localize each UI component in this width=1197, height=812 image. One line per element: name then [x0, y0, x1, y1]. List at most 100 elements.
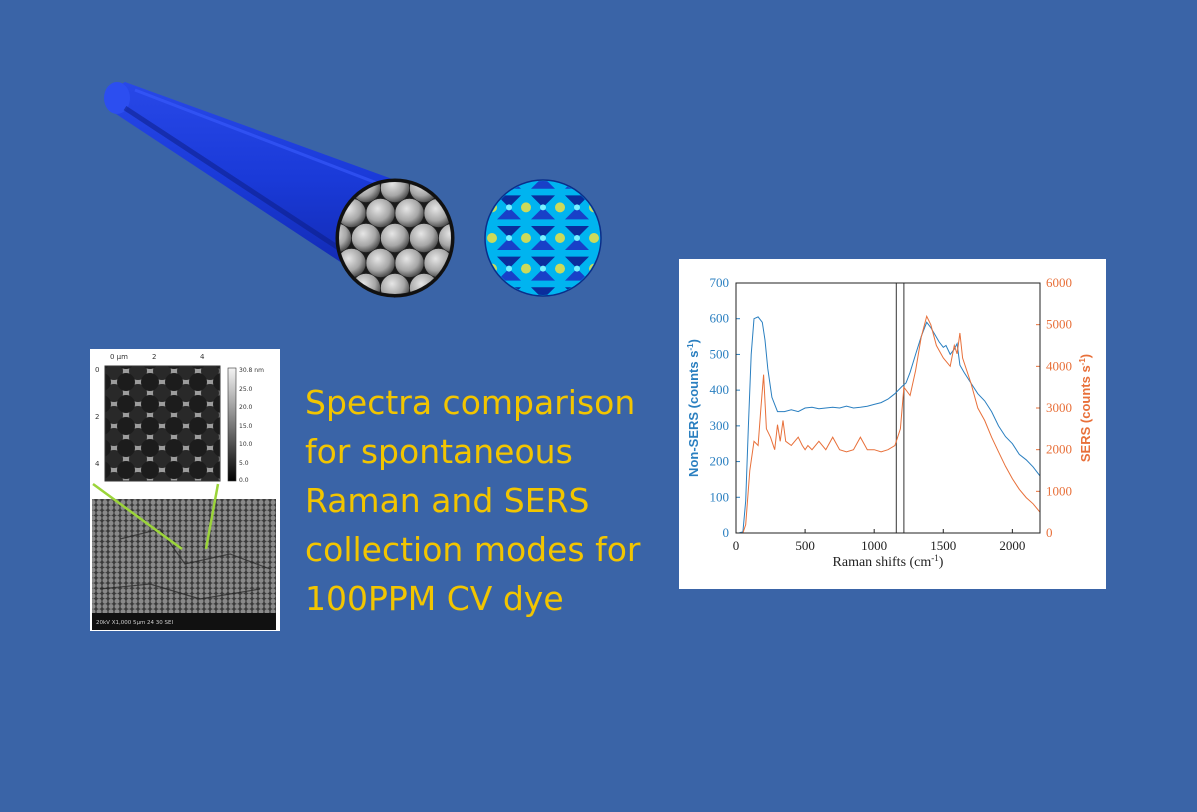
- field-peak: [506, 235, 512, 241]
- field-peak: [472, 204, 478, 210]
- field-peak: [555, 294, 565, 295]
- fiber-sphere: [453, 299, 482, 328]
- x-tick-label-3: 1500: [930, 538, 956, 553]
- fiber-sphere: [337, 299, 366, 328]
- field-peak: [487, 294, 497, 295]
- field-peak: [608, 204, 614, 210]
- y-left-tick-label-5: 500: [710, 346, 730, 361]
- sem-footer-bar: [92, 613, 276, 630]
- y-left-tick-label-6: 600: [710, 311, 730, 326]
- field-hotspot: [599, 181, 600, 189]
- field-peak: [555, 263, 565, 274]
- field-peak: [608, 174, 614, 180]
- field-peak: [623, 264, 633, 274]
- field-peak: [506, 296, 512, 302]
- field-hotspot: [463, 299, 487, 311]
- field-peak: [540, 265, 546, 272]
- fiber-sphere: [294, 274, 323, 303]
- fiber-sphere: [453, 199, 482, 228]
- field-hotspot: [599, 238, 600, 250]
- field-pattern-disk: [463, 165, 633, 311]
- field-peak: [589, 233, 599, 243]
- fiber-sphere: [424, 299, 453, 328]
- field-hotspot: [497, 268, 521, 281]
- afm-scale-label-2: 20.0: [239, 404, 253, 411]
- series-line-sers: [736, 314, 1041, 534]
- y-left-tick-label-2: 200: [710, 454, 730, 469]
- field-hotspot: [565, 195, 589, 208]
- field-hotspot: [531, 165, 555, 177]
- y-axis-right-label: SERS (counts s-1): [1078, 354, 1093, 462]
- y-left-tick-label-3: 300: [710, 418, 730, 433]
- y-right-tick-label-5: 5000: [1046, 317, 1072, 332]
- afm-scale-label-6: 0.0: [239, 477, 249, 484]
- field-peak: [540, 296, 546, 302]
- field-peak: [623, 172, 633, 182]
- field-hotspot: [531, 238, 555, 250]
- field-hotspot: [486, 238, 487, 250]
- caption-text: Spectra comparison for spontaneous Raman…: [305, 383, 641, 618]
- field-peak: [521, 233, 531, 243]
- x-tick-label-4: 2000: [999, 538, 1025, 553]
- field-hotspot: [599, 207, 600, 220]
- afm-scale-label-5: 5.0: [239, 460, 249, 467]
- field-hotspot: [486, 226, 487, 238]
- field-peak: [555, 181, 565, 182]
- sem-footer-text: 20kV X1,000 5μm 24 30 SEI: [96, 620, 174, 626]
- sem-image: [92, 499, 276, 613]
- field-hotspot: [531, 195, 555, 208]
- field-peak: [521, 181, 531, 182]
- field-peak: [555, 233, 565, 243]
- field-hotspot: [497, 226, 521, 238]
- field-peak: [574, 265, 580, 272]
- field-hotspot: [497, 165, 521, 177]
- afm-sem-figure: 0 μm 2 4 0 2 4 30.8 nm 25.0 20.0 15.0 10…: [92, 353, 276, 630]
- afm-color-scale: [227, 367, 237, 482]
- y-right-tick-label-6: 6000: [1046, 275, 1072, 290]
- field-peak: [472, 174, 478, 180]
- field-peak: [521, 202, 531, 213]
- field-hotspot: [565, 165, 589, 177]
- afm-left-tick-1: 2: [95, 413, 99, 421]
- field-peak: [506, 265, 512, 272]
- afm-left-tick-0: 0: [95, 366, 99, 374]
- field-hotspot: [599, 256, 600, 269]
- x-tick-label-2: 1000: [861, 538, 887, 553]
- y-axis-left-label: Non-SERS (counts s-1): [686, 339, 701, 477]
- afm-sem-image-panel: 0 μm 2 4 0 2 4 30.8 nm 25.0 20.0 15.0 10…: [90, 349, 280, 631]
- field-peak: [589, 294, 599, 295]
- field-peak: [574, 296, 580, 302]
- series-line-non-sers: [736, 316, 1041, 534]
- afm-top-tick-1: 2: [152, 353, 156, 361]
- y-right-tick-label-3: 3000: [1046, 400, 1072, 415]
- field-peak: [589, 181, 599, 182]
- field-hotspot: [486, 181, 487, 189]
- x-axis-label: Raman shifts (cm-1): [833, 553, 944, 570]
- fiber-sphere: [339, 273, 352, 294]
- fiber-sphere: [468, 274, 497, 303]
- field-peak: [472, 296, 478, 302]
- field-hotspot: [531, 299, 555, 311]
- field-peak: [506, 204, 512, 211]
- field-hotspot: [599, 195, 600, 208]
- y-left-tick-label-4: 400: [710, 382, 730, 397]
- field-hotspot: [565, 238, 589, 250]
- field-peak: [487, 233, 497, 243]
- field-hotspot: [531, 268, 555, 281]
- y-right-tick-label-1: 1000: [1046, 483, 1072, 498]
- zoom-connector-right: [204, 483, 220, 550]
- field-peak: [540, 174, 546, 180]
- field-peak: [555, 202, 565, 213]
- fiber-sphere: [395, 299, 424, 328]
- y-right-tick-label-2: 2000: [1046, 442, 1072, 457]
- y-right-tick-label-0: 0: [1046, 525, 1053, 540]
- field-hotspot: [599, 299, 623, 311]
- field-hotspot: [599, 287, 600, 295]
- fiber-sphere: [438, 273, 451, 294]
- afm-scale-label-1: 25.0: [239, 386, 253, 393]
- fiber-sphere: [380, 223, 410, 253]
- field-peak: [623, 202, 633, 212]
- field-hotspot: [599, 268, 600, 281]
- y-left-tick-label-1: 100: [710, 489, 730, 504]
- field-hotspot: [497, 195, 521, 208]
